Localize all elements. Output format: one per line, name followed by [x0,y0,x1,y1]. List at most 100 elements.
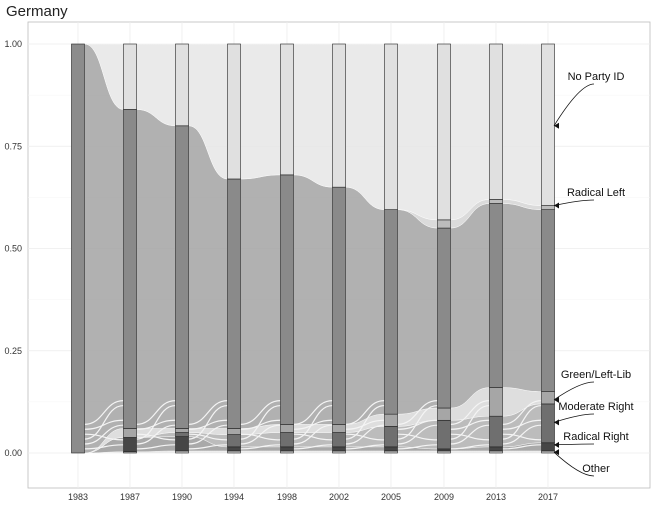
flow-ribbon [188,450,228,454]
flow-strand [240,424,281,445]
flow-strand [240,419,281,430]
bar-segment [280,43,294,176]
bar-segment [123,437,137,453]
annotation-label: Radical Right [563,431,628,443]
y-tick-label: 0.00 [4,448,22,458]
bar-segment [489,415,503,448]
annotation-arrowhead [554,202,559,209]
annotation-leader [553,451,595,477]
flow-strand [345,424,385,445]
flow-ribbons [84,43,542,454]
bar-segment [489,446,503,452]
bar-segment [123,109,137,429]
flow-strand [240,404,281,440]
flow-strand [345,400,385,425]
flow-strand [502,444,542,450]
bar-segment [541,209,555,392]
flow-strand [502,424,542,445]
flow-strand [136,419,176,430]
annotation-arrowhead [554,122,559,129]
flow-strand [450,419,490,430]
flow-ribbon [136,436,176,452]
flow-strand [502,419,542,430]
bar-segment [227,446,241,452]
flow-strand [345,419,385,430]
bar-segment [541,43,555,206]
flow-ribbon [240,174,281,429]
bar-segment [332,432,346,448]
flow-ribbon [345,43,385,210]
y-tick-label: 0.50 [4,244,22,254]
flow-ribbon [450,450,490,454]
bar-segment [489,387,503,417]
flow-strand [345,433,385,441]
flow-strand [450,424,490,445]
flow-strand [450,404,490,440]
annotations: No Party ID Radical Left Green/Left-Lib Mod… [553,71,634,477]
x-tick-label: 2009 [434,492,454,502]
bar-segment [227,178,241,429]
flow-ribbon [397,450,438,454]
bar-segment [175,428,189,433]
flow-strand [136,404,176,440]
x-tick-label: 1983 [68,492,88,502]
flow-ribbon [240,43,281,180]
bar-segment [71,43,85,454]
bar-segment [489,199,503,204]
bar-segment [227,450,241,454]
annotation-label: Other [582,463,610,475]
bar-segment [175,125,189,429]
flow-strand [345,404,385,440]
chart-title: Germany [6,3,68,20]
flow-ribbon [240,450,281,454]
bar-segment [437,407,451,421]
bar-segment [332,450,346,454]
annotation-label: Moderate Right [558,401,633,413]
bar-segment [280,446,294,452]
bar-segment [437,450,451,454]
bar-segment [227,434,241,448]
flow-ribbon [293,174,333,425]
flow-strand [84,424,124,445]
x-tick-label: 2013 [486,492,506,502]
x-tick-label: 2002 [329,492,349,502]
flow-strand [188,433,228,441]
flow-strand [397,419,438,430]
bar-segment [384,43,398,210]
flow-ribbon [397,209,438,415]
flow-strand [397,400,438,425]
flow-ribbon [345,186,385,425]
flow-strand [345,444,385,450]
axes: 0.00 0.25 0.50 0.75 1.00 1983 1987 1990 1994 1998… [4,39,558,502]
flow-strand [136,424,176,445]
flow-strand [397,404,438,440]
bar-segment [541,403,555,444]
annotation-arrowhead [554,419,559,426]
flow-strand [188,400,228,425]
bar-segment [489,203,503,388]
flow-strand [136,433,176,441]
bar-segment [332,424,346,433]
bar-segment [541,391,555,405]
flow-strand [240,400,281,425]
flow-strand [136,444,176,450]
annotation-arrowhead [554,441,559,448]
y-tick-label: 1.00 [4,39,22,49]
bar-segment [384,426,398,448]
bar-segment [489,43,503,200]
bar-segment [280,174,294,425]
bar-segment [227,43,241,180]
bar-segment [384,450,398,454]
annotation-label: No Party ID [568,71,625,83]
bar-segment [437,219,451,229]
flow-strand [502,404,542,440]
flow-ribbon [293,43,333,188]
annotation-label: Green/Left-Lib [561,369,631,381]
flow-strand [136,400,176,425]
flow-ribbon [450,43,490,221]
annotation-label: Radical Left [567,187,625,199]
flow-strand [293,424,333,445]
x-tick-label: 1987 [120,492,140,502]
x-tick-label: 1998 [277,492,297,502]
